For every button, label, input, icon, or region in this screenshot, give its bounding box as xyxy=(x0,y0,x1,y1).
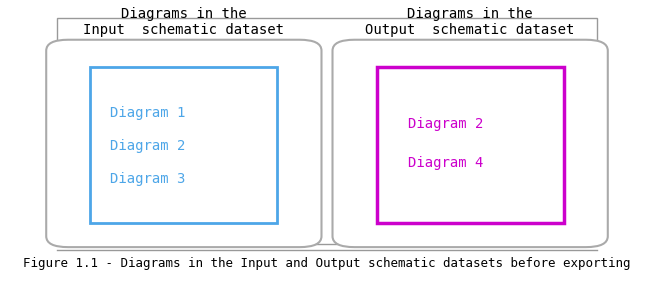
Text: Diagram 1: Diagram 1 xyxy=(111,106,186,120)
Text: Diagram 2: Diagram 2 xyxy=(407,117,483,131)
Bar xyxy=(57,18,597,245)
Bar xyxy=(90,67,277,223)
Text: Figure 1.1 - Diagrams in the Input and Output schematic datasets before exportin: Figure 1.1 - Diagrams in the Input and O… xyxy=(24,257,630,270)
FancyBboxPatch shape xyxy=(46,40,322,247)
Text: Diagram 4: Diagram 4 xyxy=(407,156,483,170)
Text: Diagram 3: Diagram 3 xyxy=(111,172,186,186)
FancyBboxPatch shape xyxy=(332,40,608,247)
Bar xyxy=(377,67,564,223)
Text: Diagram 2: Diagram 2 xyxy=(111,139,186,153)
Text: Diagrams in the
Output  schematic dataset: Diagrams in the Output schematic dataset xyxy=(366,7,575,37)
Text: Diagrams in the
Input  schematic dataset: Diagrams in the Input schematic dataset xyxy=(83,7,284,37)
